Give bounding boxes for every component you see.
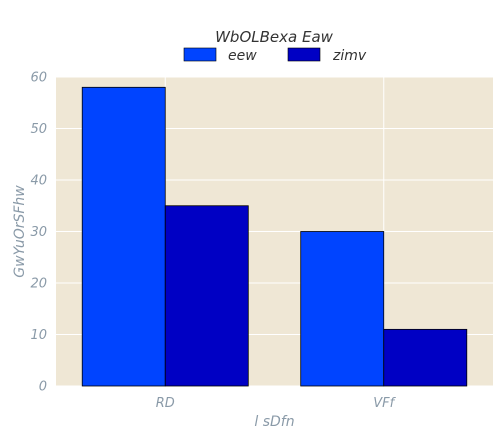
legend-label-zimv: zimv: [332, 48, 367, 64]
legend: WbOLBexa Eaw eew zimv: [183, 28, 367, 64]
legend-label-eew: eew: [228, 48, 257, 64]
x-axis-ticks: RD VFf: [156, 396, 397, 411]
bars: [81, 86, 468, 387]
y-tick-label: 40: [30, 174, 47, 189]
x-tick-label: RD: [156, 396, 175, 411]
y-axis-label: GwYuOrSFhw: [12, 185, 28, 278]
x-tick-label: VFf: [373, 396, 396, 411]
bar-zimv-VFf: [383, 328, 468, 387]
x-axis-label: l sDfn: [254, 414, 294, 430]
bar-eew-VFf: [300, 231, 385, 387]
y-tick-label: 30: [30, 225, 47, 240]
y-tick-label: 50: [30, 122, 47, 137]
y-tick-label: 20: [30, 277, 47, 292]
legend-swatch-zimv: [287, 47, 321, 62]
bar-eew-RD: [81, 86, 166, 387]
bar-zimv-RD: [164, 205, 249, 387]
legend-swatch-eew: [183, 47, 217, 62]
legend-title: WbOLBexa Eaw: [215, 28, 334, 46]
y-tick-label: 0: [39, 380, 47, 395]
y-tick-label: 60: [30, 71, 47, 86]
y-tick-label: 10: [30, 328, 47, 343]
y-axis-ticks: 0 10 20 30 40 50 60: [30, 71, 47, 395]
